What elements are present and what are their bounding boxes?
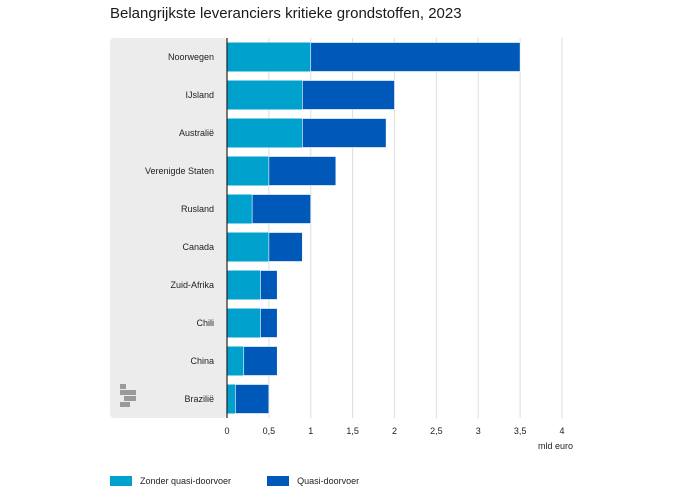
legend-swatch-quasi-doorvoer bbox=[267, 476, 290, 486]
logo-bar-4 bbox=[120, 402, 130, 407]
category-label-panel bbox=[110, 38, 227, 418]
category-label: China bbox=[190, 356, 214, 366]
category-label: Chili bbox=[196, 318, 214, 328]
x-tick-label: 3 bbox=[476, 426, 481, 436]
bar-segment bbox=[243, 346, 278, 376]
legend-item-quasi-doorvoer: Quasi-doorvoer bbox=[267, 476, 359, 486]
bar-segment bbox=[227, 346, 244, 376]
category-label: Verenigde Staten bbox=[145, 166, 214, 176]
bar-segment bbox=[227, 118, 303, 148]
logo-bar-2 bbox=[120, 390, 136, 395]
bar-segment bbox=[268, 232, 303, 262]
x-tick-label: 0 bbox=[224, 426, 229, 436]
chart-title: Belangrijkste leveranciers kritieke gron… bbox=[110, 5, 462, 22]
cbs-logo-icon bbox=[120, 384, 136, 407]
bar-segment bbox=[268, 156, 337, 186]
x-tick-label: 1 bbox=[308, 426, 313, 436]
category-labels: Noorwegen IJsland Australië Verenigde State… bbox=[145, 52, 214, 404]
bar-segment bbox=[227, 80, 303, 110]
bar-segment bbox=[227, 232, 269, 262]
bar-segment bbox=[302, 118, 387, 148]
x-axis-unit-label: mld euro bbox=[538, 441, 573, 451]
x-tick-label: 3,5 bbox=[514, 426, 527, 436]
legend-swatch-zonder-quasi-doorvoer bbox=[110, 476, 132, 486]
bar-segment bbox=[260, 270, 278, 300]
category-label: Zuid-Afrika bbox=[170, 280, 214, 290]
bar-segment bbox=[227, 42, 311, 72]
legend-item-zonder-quasi-doorvoer: Zonder quasi-doorvoer bbox=[110, 476, 231, 486]
bar-segment bbox=[227, 384, 236, 414]
legend-label-zonder-quasi-doorvoer: Zonder quasi-doorvoer bbox=[140, 476, 232, 486]
bar-segment bbox=[251, 194, 312, 224]
bar-segment bbox=[227, 308, 261, 338]
category-label: Noorwegen bbox=[168, 52, 214, 62]
category-label: Canada bbox=[182, 242, 214, 252]
category-label: IJsland bbox=[185, 90, 214, 100]
bar-segment bbox=[235, 384, 270, 414]
x-tick-labels: 0 0,5 1 1,5 2 2,5 3 3,5 4 bbox=[224, 426, 564, 436]
legend-label-quasi-doorvoer: Quasi-doorvoer bbox=[297, 476, 360, 486]
bars bbox=[227, 42, 521, 414]
bar-segment bbox=[227, 194, 253, 224]
legend: Zonder quasi-doorvoer Quasi-doorvoer bbox=[110, 476, 395, 486]
category-label: Rusland bbox=[181, 204, 214, 214]
bar-segment bbox=[260, 308, 278, 338]
bar-segment bbox=[227, 270, 261, 300]
x-tick-label: 4 bbox=[559, 426, 564, 436]
category-label: Brazilië bbox=[184, 394, 214, 404]
logo-bar-3 bbox=[124, 396, 136, 401]
x-tick-label: 2,5 bbox=[430, 426, 443, 436]
x-tick-label: 0,5 bbox=[263, 426, 276, 436]
x-tick-label: 2 bbox=[392, 426, 397, 436]
logo-bar-1 bbox=[120, 384, 126, 389]
bar-segment bbox=[227, 156, 269, 186]
bar-segment bbox=[302, 80, 395, 110]
category-label: Australië bbox=[179, 128, 214, 138]
x-tick-label: 1,5 bbox=[346, 426, 359, 436]
bar-segment bbox=[310, 42, 521, 72]
